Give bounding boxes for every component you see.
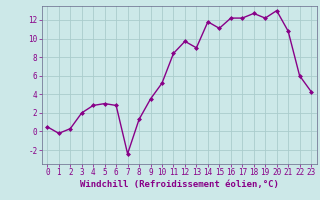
X-axis label: Windchill (Refroidissement éolien,°C): Windchill (Refroidissement éolien,°C) <box>80 180 279 189</box>
